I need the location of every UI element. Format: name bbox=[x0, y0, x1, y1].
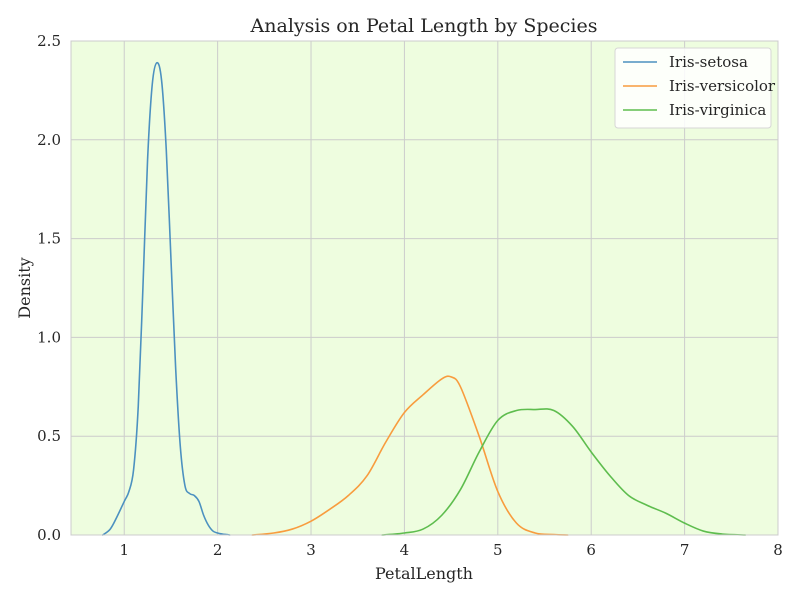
y-axis-label: Density bbox=[15, 257, 34, 318]
x-axis-ticks: 1 2 3 4 5 6 7 8 bbox=[119, 541, 782, 559]
plot-border bbox=[70, 40, 779, 536]
x-tick-label: 7 bbox=[680, 541, 690, 559]
x-tick-label: 3 bbox=[306, 541, 316, 559]
x-tick-label: 6 bbox=[586, 541, 596, 559]
x-tick-label: 2 bbox=[213, 541, 223, 559]
x-tick-label: 4 bbox=[400, 541, 410, 559]
series-layer bbox=[101, 61, 747, 536]
y-tick-label: 0.5 bbox=[37, 427, 61, 445]
x-tick-label: 5 bbox=[493, 541, 503, 559]
series-line-iris-versicolor bbox=[251, 375, 569, 536]
y-tick-label: 0.0 bbox=[37, 526, 61, 544]
x-tick-label: 1 bbox=[119, 541, 129, 559]
series-line-iris-setosa bbox=[101, 61, 231, 536]
legend-label-iris-virginica: Iris-virginica bbox=[669, 101, 766, 119]
legend: Iris-setosa Iris-versicolor Iris-virginica bbox=[614, 47, 776, 129]
y-axis-ticks: 0.0 0.5 1.0 1.5 2.0 2.5 bbox=[37, 32, 61, 544]
y-tick-label: 2.0 bbox=[37, 131, 61, 149]
x-axis-label: PetalLength bbox=[375, 564, 473, 583]
y-tick-label: 1.5 bbox=[37, 230, 61, 248]
y-tick-label: 2.5 bbox=[37, 32, 61, 50]
legend-label-iris-setosa: Iris-setosa bbox=[669, 53, 748, 71]
y-tick-label: 1.0 bbox=[37, 328, 61, 346]
series-line-iris-virginica bbox=[381, 408, 747, 536]
chart-title: Analysis on Petal Length by Species bbox=[250, 15, 598, 37]
x-tick-label: 8 bbox=[773, 541, 783, 559]
legend-label-iris-versicolor: Iris-versicolor bbox=[669, 77, 776, 95]
legend-box bbox=[614, 47, 772, 129]
